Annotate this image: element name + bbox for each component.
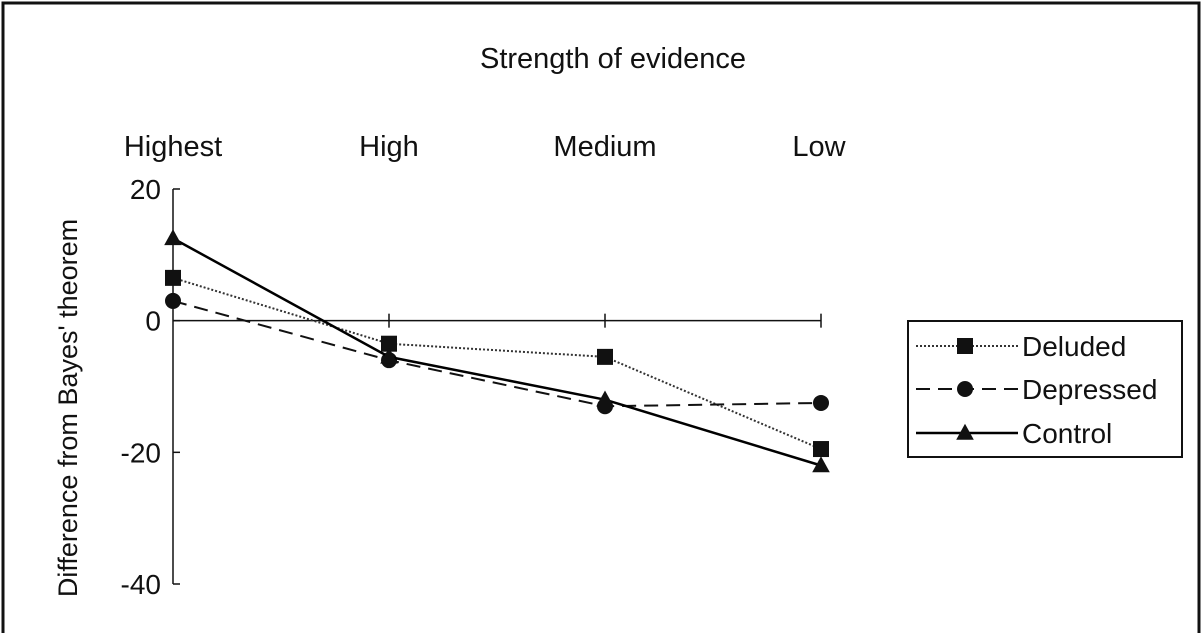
- legend-label-control: Control: [1022, 418, 1112, 449]
- legend-label-depressed: Depressed: [1022, 374, 1157, 405]
- legend-label-deluded: Deluded: [1022, 331, 1126, 362]
- data-point-control: [164, 229, 182, 245]
- y-axis-label: Difference from Bayes' theorem: [53, 219, 83, 597]
- x-tick-label: Medium: [553, 131, 656, 163]
- chart-border: [3, 3, 1199, 633]
- data-point-depressed: [813, 395, 829, 411]
- legend: Deluded Depressed Control: [908, 321, 1182, 457]
- data-point-depressed: [165, 293, 181, 309]
- chart-title: Strength of evidence: [480, 43, 746, 75]
- axes: 20 0 -20 -40 Highest High Medium Low: [121, 131, 847, 600]
- y-tick-label: 0: [145, 306, 161, 337]
- y-tick-label: -40: [121, 569, 161, 600]
- data-point-deluded: [813, 441, 829, 457]
- legend-marker-deluded: [957, 338, 973, 354]
- y-tick-label: -20: [121, 437, 161, 468]
- data-point-deluded: [165, 270, 181, 286]
- x-tick-label: Low: [792, 131, 846, 163]
- y-tick-label: 20: [130, 174, 161, 205]
- series-line-deluded: [173, 278, 821, 449]
- x-tick-label: High: [359, 131, 419, 163]
- series-layer: [164, 229, 830, 472]
- data-point-deluded: [597, 349, 613, 365]
- series-line-control: [173, 238, 821, 465]
- series-line-depressed: [173, 301, 821, 406]
- x-tick-label: Highest: [124, 131, 222, 163]
- legend-marker-depressed: [957, 381, 973, 397]
